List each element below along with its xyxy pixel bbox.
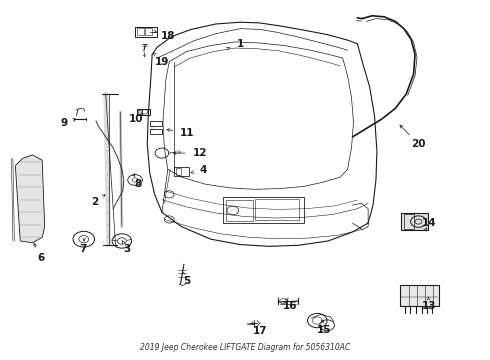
Text: 10: 10 <box>129 114 144 124</box>
Text: 18: 18 <box>161 31 175 41</box>
Text: 17: 17 <box>252 325 267 336</box>
Text: 6: 6 <box>38 253 45 263</box>
Text: 19: 19 <box>155 57 169 67</box>
Text: 9: 9 <box>61 118 68 128</box>
Bar <box>138 110 143 115</box>
Text: 20: 20 <box>411 139 426 149</box>
Text: 8: 8 <box>135 179 142 189</box>
Bar <box>404 215 414 229</box>
Text: 7: 7 <box>79 244 86 254</box>
Polygon shape <box>15 155 45 243</box>
Text: 4: 4 <box>200 165 207 175</box>
Text: 2019 Jeep Cherokee LIFTGATE Diagram for 5056310AC: 2019 Jeep Cherokee LIFTGATE Diagram for … <box>140 343 350 352</box>
Text: 1: 1 <box>237 39 244 49</box>
Bar <box>145 28 152 36</box>
Text: 16: 16 <box>283 301 297 311</box>
Text: 11: 11 <box>180 128 195 138</box>
Bar <box>223 197 304 223</box>
Text: 3: 3 <box>123 244 130 254</box>
Bar <box>400 285 440 306</box>
Bar <box>255 199 299 220</box>
Text: 14: 14 <box>422 218 437 228</box>
Bar <box>175 168 181 175</box>
Text: 15: 15 <box>317 325 331 335</box>
Bar <box>226 200 253 221</box>
Bar <box>401 213 428 230</box>
Text: 13: 13 <box>422 301 437 311</box>
Bar <box>174 167 189 176</box>
Bar <box>135 27 157 37</box>
Text: 12: 12 <box>193 148 207 158</box>
Bar <box>137 109 150 116</box>
Text: 5: 5 <box>183 276 190 286</box>
Bar <box>150 121 162 126</box>
Bar <box>137 28 144 36</box>
Bar <box>150 129 162 134</box>
Text: 2: 2 <box>91 197 98 207</box>
